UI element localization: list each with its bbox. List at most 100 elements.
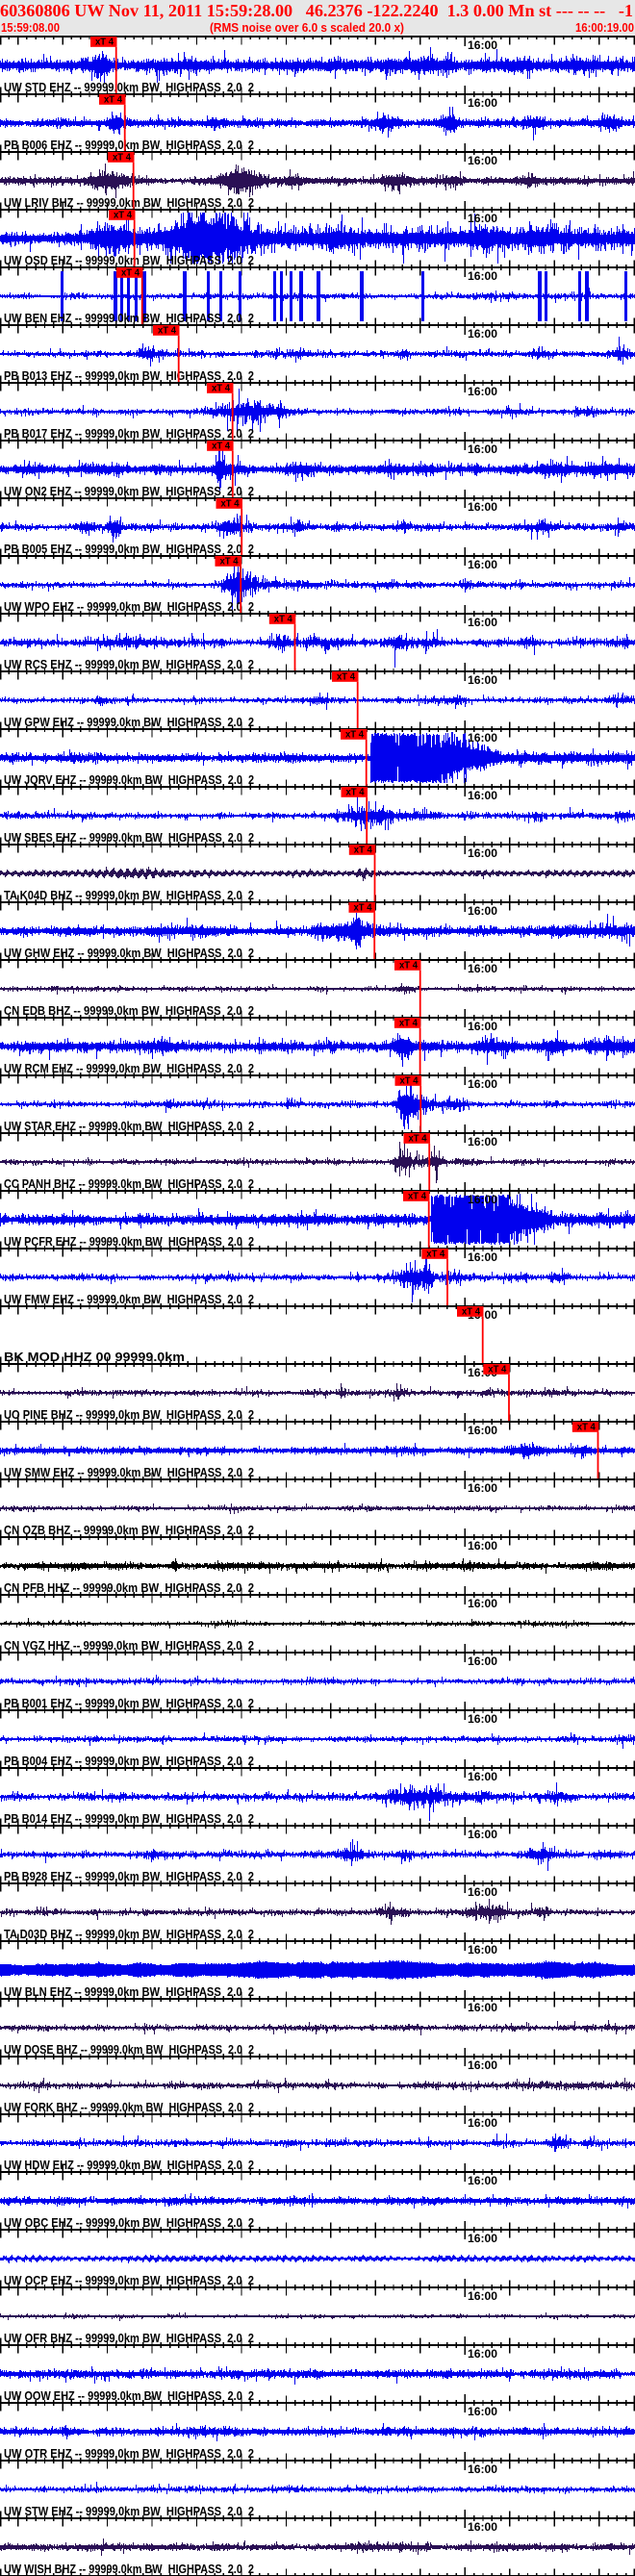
svg-text:xT 4: xT 4 bbox=[212, 383, 230, 394]
svg-text:16:00: 16:00 bbox=[468, 2174, 497, 2187]
svg-text:16:00: 16:00 bbox=[468, 2001, 497, 2014]
svg-text:16:00: 16:00 bbox=[468, 616, 497, 629]
svg-text:16:00: 16:00 bbox=[468, 1020, 497, 1033]
svg-text:xT 4: xT 4 bbox=[220, 556, 239, 568]
svg-text:xT 4: xT 4 bbox=[409, 1133, 427, 1145]
svg-text:16:00: 16:00 bbox=[468, 789, 497, 802]
svg-text:PB B001 EHZ -- 99999.0km BW H: PB B001 EHZ -- 99999.0km BW HIGHPASS 2.0… bbox=[4, 1697, 254, 1710]
svg-text:xT 4: xT 4 bbox=[399, 960, 418, 972]
svg-text:PB B928 EHZ -- 99999.0km BW H: PB B928 EHZ -- 99999.0km BW HIGHPASS 2.0… bbox=[4, 1870, 254, 1883]
svg-text:UW WISH BHZ -- 99999.0km BW H: UW WISH BHZ -- 99999.0km BW HIGHPASS 2.0… bbox=[4, 2563, 254, 2576]
svg-text:UW LRIV BHZ -- 99999.0km BW H: UW LRIV BHZ -- 99999.0km BW HIGHPASS 2.0… bbox=[4, 196, 254, 210]
svg-text:UW WPO EHZ -- 99999.0km BW HI: UW WPO EHZ -- 99999.0km BW HIGHPASS 2.0 … bbox=[4, 600, 254, 614]
svg-text:16:00: 16:00 bbox=[468, 731, 497, 745]
svg-text:UW SMW EHZ -- 99999.0km BW HI: UW SMW EHZ -- 99999.0km BW HIGHPASS 2.0 … bbox=[4, 1466, 254, 1479]
svg-text:16:00: 16:00 bbox=[468, 962, 497, 975]
svg-text:16:00: 16:00 bbox=[468, 558, 497, 571]
svg-text:xT 4: xT 4 bbox=[399, 1018, 418, 1029]
svg-text:UW DOSE BHZ -- 99999.0km BW H: UW DOSE BHZ -- 99999.0km BW HIGHPASS 2.0… bbox=[4, 2043, 254, 2057]
svg-text:xT 4: xT 4 bbox=[274, 614, 292, 625]
svg-text:xT 4: xT 4 bbox=[95, 37, 114, 48]
svg-text:PB B006 EHZ -- 99999.0km BW H: PB B006 EHZ -- 99999.0km BW HIGHPASS 2.0… bbox=[4, 139, 254, 152]
svg-text:16:00: 16:00 bbox=[468, 1539, 497, 1553]
svg-text:xT 4: xT 4 bbox=[121, 267, 140, 279]
svg-text:16:00: 16:00 bbox=[468, 2058, 497, 2072]
svg-text:UW ON2 EHZ -- 99999.0km BW HI: UW ON2 EHZ -- 99999.0km BW HIGHPASS 2.0 … bbox=[4, 485, 254, 498]
svg-text:UW HDW EHZ -- 99999.0km BW HI: UW HDW EHZ -- 99999.0km BW HIGHPASS 2.0 … bbox=[4, 2159, 254, 2172]
svg-text:15:59:08.00: 15:59:08.00 bbox=[1, 21, 60, 35]
svg-text:UW STAR EHZ -- 99999.0km BW H: UW STAR EHZ -- 99999.0km BW HIGHPASS 2.0… bbox=[4, 1120, 254, 1133]
svg-text:16:00: 16:00 bbox=[468, 1828, 497, 1841]
svg-text:UW OOW EHZ -- 99999.0km BW HI: UW OOW EHZ -- 99999.0km BW HIGHPASS 2.0 … bbox=[4, 2389, 254, 2403]
svg-text:16:00: 16:00 bbox=[468, 1077, 497, 1091]
svg-text:16:00: 16:00 bbox=[468, 1943, 497, 1957]
svg-text:UW OCP EHZ -- 99999.0km BW HI: UW OCP EHZ -- 99999.0km BW HIGHPASS 2.0 … bbox=[4, 2274, 254, 2287]
svg-text:xT 4: xT 4 bbox=[462, 1306, 480, 1318]
svg-text:16:00: 16:00 bbox=[468, 96, 497, 110]
svg-text:16:00: 16:00 bbox=[468, 2289, 497, 2303]
svg-text:xT 4: xT 4 bbox=[158, 325, 176, 337]
svg-text:xT 4: xT 4 bbox=[400, 1075, 419, 1087]
svg-text:16:00: 16:00 bbox=[468, 1885, 497, 1899]
svg-text:PB B005 EHZ -- 99999.0km BW H: PB B005 EHZ -- 99999.0km BW HIGHPASS 2.0… bbox=[4, 543, 254, 556]
svg-text:CN OZB BHZ -- 99999.0km BW HI: CN OZB BHZ -- 99999.0km BW HIGHPASS 2.0 … bbox=[4, 1524, 254, 1537]
svg-text:xT 4: xT 4 bbox=[337, 671, 355, 683]
svg-text:16:00: 16:00 bbox=[468, 212, 497, 225]
svg-text:BK MOD HHZ 00 99999.0km: BK MOD HHZ 00 99999.0km bbox=[4, 1351, 185, 1364]
svg-text:16:00: 16:00 bbox=[468, 1770, 497, 1783]
svg-text:16:00: 16:00 bbox=[468, 269, 497, 283]
svg-text:16:00: 16:00 bbox=[468, 1654, 497, 1668]
svg-text:xT 4: xT 4 bbox=[212, 441, 230, 452]
svg-text:16:00: 16:00 bbox=[468, 38, 497, 52]
svg-text:xT 4: xT 4 bbox=[488, 1364, 506, 1376]
svg-text:UW STW EHZ -- 99999.0km BW HI: UW STW EHZ -- 99999.0km BW HIGHPASS 2.0 … bbox=[4, 2505, 254, 2518]
svg-text:xT 4: xT 4 bbox=[114, 210, 132, 221]
svg-text:UW OBC EHZ -- 99999.0km BW HI: UW OBC EHZ -- 99999.0km BW HIGHPASS 2.0 … bbox=[4, 2216, 254, 2230]
svg-text:UW OFR BHZ -- 99999.0km BW HI: UW OFR BHZ -- 99999.0km BW HIGHPASS 2.0 … bbox=[4, 2332, 254, 2345]
svg-text:TA K04D BHZ -- 99999.0km BW H: TA K04D BHZ -- 99999.0km BW HIGHPASS 2.0… bbox=[4, 889, 254, 902]
svg-text:16:00: 16:00 bbox=[468, 2462, 497, 2476]
svg-text:16:00: 16:00 bbox=[468, 1250, 497, 1264]
svg-text:xT 4: xT 4 bbox=[104, 94, 122, 106]
svg-text:16:00: 16:00 bbox=[468, 154, 497, 167]
svg-text:16:00:19.00: 16:00:19.00 bbox=[575, 21, 634, 35]
svg-text:PB B017 EHZ -- 99999.0km BW H: PB B017 EHZ -- 99999.0km BW HIGHPASS 2.0… bbox=[4, 427, 254, 441]
svg-text:16:00: 16:00 bbox=[468, 500, 497, 514]
svg-text:60360806 UW Nov 11, 2011 15:59: 60360806 UW Nov 11, 2011 15:59:28.00 46.… bbox=[0, 1, 633, 20]
svg-text:UW JQRV EHZ -- 99999.0km BW H: UW JQRV EHZ -- 99999.0km BW HIGHPASS 2.0… bbox=[4, 773, 254, 787]
svg-text:xT 4: xT 4 bbox=[426, 1249, 444, 1260]
svg-text:xT 4: xT 4 bbox=[345, 729, 364, 741]
svg-text:16:00: 16:00 bbox=[468, 1597, 497, 1610]
svg-text:16:00: 16:00 bbox=[468, 327, 497, 341]
svg-text:UW RCS EHZ -- 99999.0km BW HI: UW RCS EHZ -- 99999.0km BW HIGHPASS 2.0 … bbox=[4, 658, 254, 671]
svg-text:CN VGZ HHZ -- 99999.0km BW HI: CN VGZ HHZ -- 99999.0km BW HIGHPASS 2.0 … bbox=[4, 1639, 254, 1653]
svg-text:UW BLN EHZ -- 99999.0km BW HI: UW BLN EHZ -- 99999.0km BW HIGHPASS 2.0 … bbox=[4, 1985, 254, 1999]
svg-text:16:00: 16:00 bbox=[468, 2520, 497, 2534]
svg-text:16:00: 16:00 bbox=[468, 442, 497, 456]
svg-text:PB B013 EHZ -- 99999.0km BW H: PB B013 EHZ -- 99999.0km BW HIGHPASS 2.0… bbox=[4, 369, 254, 383]
svg-text:PB B014 EHZ -- 99999.0km BW H: PB B014 EHZ -- 99999.0km BW HIGHPASS 2.0… bbox=[4, 1812, 254, 1826]
svg-text:16:00: 16:00 bbox=[468, 1424, 497, 1437]
svg-text:16:00: 16:00 bbox=[468, 2405, 497, 2418]
svg-text:xT 4: xT 4 bbox=[577, 1422, 596, 1433]
svg-text:xT 4: xT 4 bbox=[354, 845, 372, 856]
svg-text:16:00: 16:00 bbox=[468, 2347, 497, 2361]
svg-text:xT 4: xT 4 bbox=[408, 1191, 426, 1202]
svg-text:16:00: 16:00 bbox=[468, 385, 497, 398]
svg-text:UW GHW EHZ -- 99999.0km BW HI: UW GHW EHZ -- 99999.0km BW HIGHPASS 2.0 … bbox=[4, 947, 254, 960]
svg-text:xT 4: xT 4 bbox=[113, 152, 131, 164]
svg-text:16:00: 16:00 bbox=[468, 1193, 497, 1206]
svg-text:PB B004 EHZ -- 99999.0km BW H: PB B004 EHZ -- 99999.0km BW HIGHPASS 2.0… bbox=[4, 1755, 254, 1768]
svg-text:UW RCM EHZ -- 99999.0km BW HI: UW RCM EHZ -- 99999.0km BW HIGHPASS 2.0 … bbox=[4, 1062, 254, 1075]
svg-text:CC PANH BHZ -- 99999.0km BW H: CC PANH BHZ -- 99999.0km BW HIGHPASS 2.0… bbox=[4, 1177, 254, 1191]
svg-text:16:00: 16:00 bbox=[468, 1712, 497, 1726]
svg-text:UW OSD EHZ -- 99999.0km BW HI: UW OSD EHZ -- 99999.0km BW HIGHPASS 2.0 … bbox=[4, 254, 254, 267]
svg-text:UW FORK BHZ -- 99999.0km BW H: UW FORK BHZ -- 99999.0km BW HIGHPASS 2.0… bbox=[4, 2101, 254, 2114]
svg-text:(RMS noise over 6.0 s scaled 2: (RMS noise over 6.0 s scaled 20.0 x) bbox=[210, 21, 404, 35]
svg-text:16:00: 16:00 bbox=[468, 2116, 497, 2130]
svg-text:xT 4: xT 4 bbox=[221, 498, 240, 510]
svg-text:TA D03D BHZ -- 99999.0km BW H: TA D03D BHZ -- 99999.0km BW HIGHPASS 2.0… bbox=[4, 1928, 254, 1941]
svg-text:UW BEN EHZ -- 99999.0km BW HI: UW BEN EHZ -- 99999.0km BW HIGHPASS 2.0 … bbox=[4, 312, 254, 325]
svg-text:16:00: 16:00 bbox=[468, 1481, 497, 1495]
svg-text:UO PINE BHZ -- 99999.0km BW H: UO PINE BHZ -- 99999.0km BW HIGHPASS 2.0… bbox=[4, 1408, 254, 1422]
